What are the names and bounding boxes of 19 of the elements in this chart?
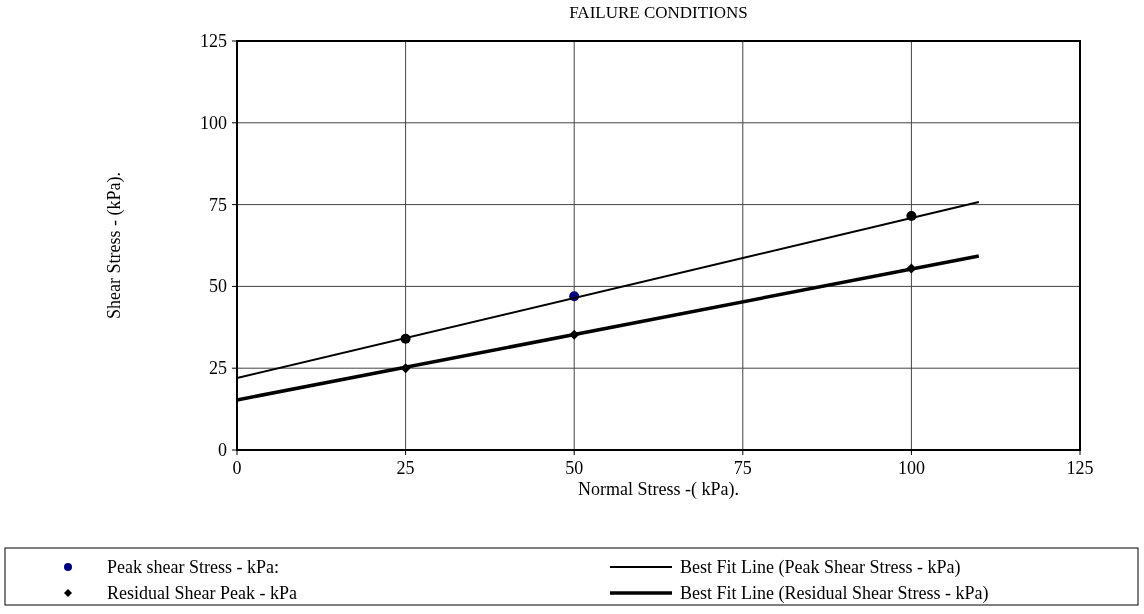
x-tick-label: 50 xyxy=(565,458,584,478)
legend-label: Residual Shear Peak - kPa xyxy=(107,583,297,603)
y-tick-label: 0 xyxy=(218,440,227,460)
legend-label: Best Fit Line (Peak Shear Stress - kPa) xyxy=(680,557,961,578)
legend-label: Best Fit Line (Residual Shear Stress - kPa) xyxy=(680,583,989,604)
y-axis-title: Shear Stress - (kPa). xyxy=(104,172,125,319)
x-tick-label: 125 xyxy=(1066,458,1094,478)
x-tick-label: 25 xyxy=(396,458,415,478)
y-tick-label: 100 xyxy=(200,112,227,133)
x-tick-label: 75 xyxy=(733,458,752,478)
y-tick-label: 125 xyxy=(200,31,227,51)
y-tick-label: 75 xyxy=(209,194,227,215)
x-tick-label: 100 xyxy=(897,458,925,478)
y-tick-label: 50 xyxy=(209,276,227,297)
chart-title: FAILURE CONDITIONS xyxy=(569,3,748,22)
y-tick-label: 25 xyxy=(209,358,227,379)
x-tick-label: 0 xyxy=(232,458,242,478)
legend-label: Peak shear Stress - kPa: xyxy=(107,557,279,577)
x-axis-title: Normal Stress -( kPa). xyxy=(578,479,739,500)
